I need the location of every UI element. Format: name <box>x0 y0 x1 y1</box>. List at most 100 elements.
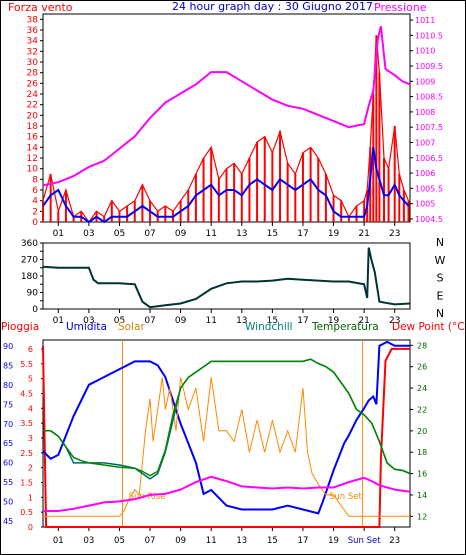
wind-x-tick-label: 05 <box>114 229 125 239</box>
direction-x-tick-label: 05 <box>114 316 125 326</box>
rain-y-tick-label: 1 <box>28 493 33 502</box>
rain-y-tick-label: 3 <box>28 434 33 443</box>
wind-y-tick-label: 0 <box>32 218 38 228</box>
temperature-x-tick-label: 13 <box>236 536 247 546</box>
rain-y-tick-label: 5.5 <box>20 360 33 369</box>
pressure-y-tick-label: 1005 <box>415 200 435 209</box>
pressure-y-tick-label: 1007 <box>415 138 435 147</box>
pressure-y-tick-label: 1008.5 <box>415 93 443 102</box>
wind-y-tick-label: 14 <box>27 143 39 153</box>
pressure-y-tick-label: 1009 <box>415 77 435 86</box>
direction-x-tick-label: 09 <box>175 316 187 326</box>
humidity-y-tick-label: 70 <box>3 420 13 429</box>
humidity-y-tick-label: 50 <box>3 498 13 507</box>
wind-y-tick-label: 8 <box>32 175 38 185</box>
temperature-y-tick-label: 26 <box>417 363 427 372</box>
compass-label: N <box>436 307 444 320</box>
temperature-x-tick-label: 03 <box>83 536 94 546</box>
humidity-y-tick-label: 90 <box>3 342 13 351</box>
wind-y-tick-label: 28 <box>27 69 39 79</box>
rain-y-tick-label: 4 <box>28 404 33 413</box>
rain-y-tick-label: 2.5 <box>20 449 33 458</box>
wind-x-tick-label: 15 <box>267 229 278 239</box>
wind-y-tick-label: 36 <box>27 26 39 36</box>
direction-x-tick-label: 07 <box>144 316 155 326</box>
direction-x-tick-label: 23 <box>389 316 400 326</box>
umidita-line <box>42 340 410 515</box>
temperature-y-tick-label: 22 <box>417 405 427 414</box>
temperature-x-tick-label: 15 <box>267 536 278 546</box>
pressure-y-tick-label: 1010.5 <box>415 31 443 40</box>
rain-y-tick-label: 3.5 <box>20 419 33 428</box>
direction-y-tick-label: 180 <box>21 272 38 282</box>
temperature-x-tick-label: 11 <box>206 536 217 546</box>
sunset-annotation: Sun Set <box>329 492 362 502</box>
wind-y-tick-label: 4 <box>32 197 38 207</box>
legend-label: Pioggia <box>1 321 39 333</box>
wind-x-tick-label: 19 <box>328 229 340 239</box>
legend-label: Temperatura <box>311 321 379 333</box>
temperature-x-tick-label: 07 <box>145 536 156 546</box>
direction-y-tick-label: 360 <box>21 239 38 249</box>
rain-y-tick-label: 5 <box>28 375 33 384</box>
gust-line <box>42 147 410 224</box>
temperature-x-tick-label: 17 <box>298 536 309 546</box>
rain-y-tick-label: 0 <box>28 523 33 532</box>
rain-y-tick-label: 6 <box>28 345 33 354</box>
wind-y-tick-label: 2 <box>32 207 38 217</box>
rain-y-tick-label: 2 <box>28 464 33 473</box>
windchill-line <box>43 358 411 480</box>
direction-x-tick-label: 03 <box>83 316 94 326</box>
direction-y-tick-label: 0 <box>32 305 38 315</box>
temperature-x-tick-label: 09 <box>175 536 186 546</box>
pressure-y-tick-label: 1011 <box>415 16 435 25</box>
temperature-y-tick-label: 20 <box>417 427 427 436</box>
pressure-y-tick-label: 1007.5 <box>415 123 443 132</box>
pressure-y-tick-label: 1008 <box>415 108 435 117</box>
direction-x-tick-label: 15 <box>267 316 278 326</box>
humidity-y-tick-label: 85 <box>3 361 13 370</box>
humidity-y-tick-label: 65 <box>3 439 13 448</box>
wind-y-tick-label: 22 <box>27 101 38 111</box>
pressure-y-tick-label: 1006.5 <box>415 154 443 163</box>
wind-y-tick-label: 30 <box>27 58 39 68</box>
rain-y-tick-label: 4.5 <box>20 389 33 398</box>
rain-y-tick-label: 0.5 <box>20 508 33 517</box>
wind-x-tick-label: 13 <box>236 229 247 239</box>
humidity-y-tick-label: 80 <box>3 381 13 390</box>
pressure-line <box>42 25 411 187</box>
temperature-y-tick-label: 12 <box>417 512 427 521</box>
wind-x-tick-label: 03 <box>83 229 94 239</box>
temperature-y-tick-label: 18 <box>417 448 427 457</box>
compass-label: E <box>437 289 444 302</box>
pioggia-line <box>42 345 410 528</box>
direction-x-tick-label: 19 <box>328 316 340 326</box>
temperatura-line <box>43 358 411 477</box>
humidity-y-tick-label: 75 <box>3 400 13 409</box>
solar-line <box>43 377 410 517</box>
wind-y-tick-label: 16 <box>27 133 39 143</box>
direction-x-tick-label: 17 <box>297 316 308 326</box>
legend-label: Windchill <box>245 321 293 333</box>
wind-y-tick-label: 34 <box>27 37 39 47</box>
wind-y-tick-label: 20 <box>27 111 39 121</box>
wind-x-tick-label: 07 <box>144 229 155 239</box>
wind-y-tick-label: 38 <box>27 15 39 25</box>
direction-line <box>42 247 411 309</box>
direction-x-tick-label: 13 <box>236 316 247 326</box>
legend-label: Solar <box>118 321 145 333</box>
pressure-y-tick-label: 1010 <box>415 47 435 56</box>
wind-x-tick-label: 01 <box>53 229 64 239</box>
direction-y-tick-label: 90 <box>27 289 39 299</box>
wind-y-tick-label: 24 <box>27 90 39 100</box>
temperature-y-tick-label: 28 <box>417 341 427 350</box>
wind-y-tick-label: 12 <box>27 154 38 164</box>
temperature-x-tick-label: 19 <box>328 536 339 546</box>
pressure-y-tick-label: 1009.5 <box>415 62 443 71</box>
direction-x-tick-label: 01 <box>53 316 64 326</box>
legend-label: Umidita <box>66 321 107 333</box>
temperature-x-tick-label: 05 <box>114 536 125 546</box>
wind-y-tick-label: 10 <box>27 165 39 175</box>
